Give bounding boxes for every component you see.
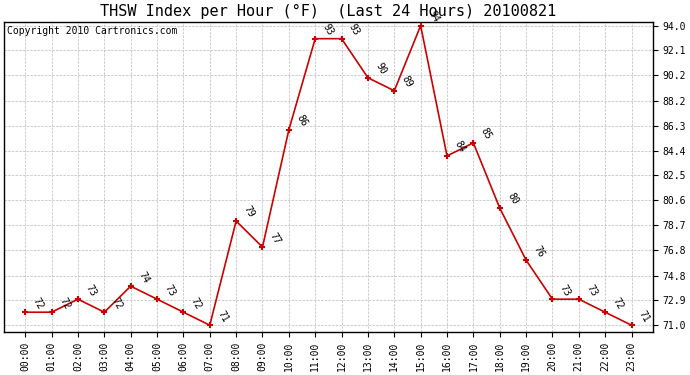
Text: 72: 72 xyxy=(110,296,124,311)
Text: 72: 72 xyxy=(611,296,625,311)
Text: 72: 72 xyxy=(57,296,72,311)
Text: 77: 77 xyxy=(268,231,283,246)
Text: Copyright 2010 Cartronics.com: Copyright 2010 Cartronics.com xyxy=(8,26,178,36)
Text: 71: 71 xyxy=(637,309,651,324)
Text: 90: 90 xyxy=(373,61,388,76)
Text: 93: 93 xyxy=(321,22,335,37)
Text: 79: 79 xyxy=(241,204,256,220)
Text: 73: 73 xyxy=(558,283,573,298)
Text: 74: 74 xyxy=(136,270,151,285)
Text: 84: 84 xyxy=(453,140,467,154)
Text: 73: 73 xyxy=(83,283,98,298)
Text: 85: 85 xyxy=(479,126,493,141)
Text: 72: 72 xyxy=(189,296,204,311)
Text: 71: 71 xyxy=(215,309,230,324)
Text: 73: 73 xyxy=(584,283,599,298)
Text: 93: 93 xyxy=(347,22,362,37)
Text: 73: 73 xyxy=(163,283,177,298)
Text: 72: 72 xyxy=(31,296,46,311)
Text: 89: 89 xyxy=(400,74,415,89)
Text: 86: 86 xyxy=(295,113,309,129)
Title: THSW Index per Hour (°F)  (Last 24 Hours) 20100821: THSW Index per Hour (°F) (Last 24 Hours)… xyxy=(100,4,557,19)
Text: 94: 94 xyxy=(426,9,441,24)
Text: 80: 80 xyxy=(505,191,520,207)
Text: 76: 76 xyxy=(531,243,546,259)
